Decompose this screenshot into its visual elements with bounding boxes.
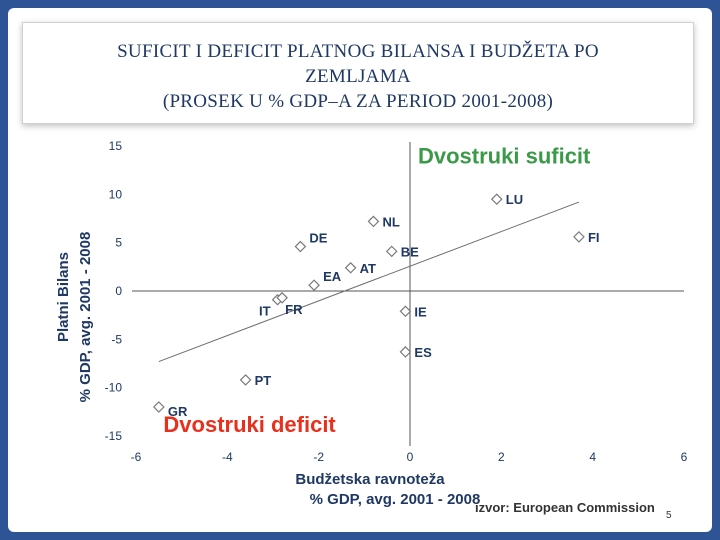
- x-tick-label: -4: [222, 450, 233, 464]
- data-point-marker: [490, 193, 503, 206]
- data-point-marker: [294, 240, 307, 253]
- data-point-label: BE: [401, 244, 419, 259]
- y-tick-label: -5: [111, 332, 122, 346]
- x-tick-label: -6: [131, 450, 142, 464]
- data-point-marker: [367, 215, 380, 228]
- x-tick-label: 0: [407, 450, 414, 464]
- page-number: 5: [666, 510, 672, 521]
- double-deficit-label: Dvostruki deficit: [163, 412, 336, 437]
- title-line-3: (PROSEK U % GDP–A ZA PERIOD 2001-2008): [162, 91, 554, 112]
- data-point-marker: [399, 305, 412, 318]
- data-point-marker: [573, 231, 585, 243]
- x-axis-title: Budžetska ravnoteža: [295, 471, 445, 488]
- y-tick-label: 0: [115, 284, 122, 298]
- data-point-marker: [308, 279, 320, 292]
- data-point-label: AT: [360, 261, 376, 276]
- x-tick-label: 2: [498, 450, 505, 464]
- title-line-1: SUFICIT I DEFICIT PLATNOG BILANSA I BUDŽ…: [117, 41, 599, 62]
- data-point-label: IT: [259, 304, 271, 319]
- title-line-2: ZEMLJAMA: [305, 66, 411, 87]
- data-point-label: NL: [382, 214, 399, 229]
- title-box: SUFICIT I DEFICIT PLATNOG BILANSA I BUDŽ…: [22, 22, 694, 124]
- data-point-label: IE: [414, 304, 427, 319]
- double-surplus-label: Dvostruki suficit: [418, 143, 591, 168]
- data-point-marker: [344, 261, 357, 274]
- y-axis-subtitle: % GDP, avg. 2001 - 2008: [77, 232, 94, 403]
- trend-line: [158, 201, 580, 363]
- data-point-label: FI: [588, 230, 600, 245]
- data-point-marker: [152, 401, 165, 413]
- y-tick-label: -15: [105, 429, 123, 443]
- data-point-label: DE: [309, 231, 327, 246]
- data-point-marker: [399, 346, 412, 358]
- x-tick-label: -2: [313, 450, 324, 464]
- data-point-label: PT: [255, 373, 272, 388]
- y-axis-title: Platni Bilans: [55, 252, 72, 342]
- x-tick-label: 4: [589, 450, 596, 464]
- y-tick-label: 15: [109, 139, 123, 153]
- data-point-label: FR: [285, 302, 303, 317]
- data-point-marker: [239, 374, 252, 386]
- scatter-chart: 15 10 5 0 -5 -10 -15 -6 -4 -2 0 2 4 6 Dvostruki sufici…: [55, 139, 688, 508]
- y-tick-label: 5: [115, 236, 122, 250]
- y-tick-label: 10: [109, 187, 123, 201]
- y-tick-label: -10: [105, 381, 123, 395]
- data-point-label: EA: [323, 269, 342, 284]
- data-point-marker: [385, 245, 398, 258]
- data-point-label: ES: [414, 345, 432, 360]
- slide-title: SUFICIT I DEFICIT PLATNOG BILANSA I BUDŽ…: [23, 39, 693, 114]
- source-note: izvor: European Commission: [475, 500, 655, 515]
- data-point-label: GR: [168, 404, 188, 419]
- x-axis-subtitle: % GDP, avg. 2001 - 2008: [310, 491, 481, 508]
- x-tick-label: 6: [681, 450, 688, 464]
- data-point-label: LU: [506, 192, 523, 207]
- data-point-marker: [276, 291, 288, 304]
